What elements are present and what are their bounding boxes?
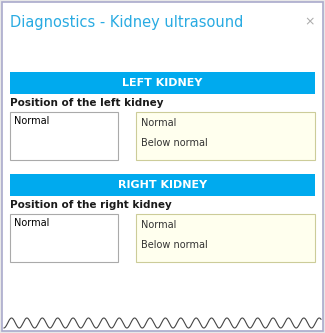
Text: RIGHT KIDNEY: RIGHT KIDNEY — [118, 180, 207, 190]
Text: Below normal: Below normal — [141, 138, 208, 148]
FancyBboxPatch shape — [2, 2, 323, 331]
Text: Normal: Normal — [141, 220, 176, 230]
FancyBboxPatch shape — [10, 72, 315, 94]
Text: Normal: Normal — [14, 218, 49, 228]
Text: LEFT KIDNEY: LEFT KIDNEY — [122, 78, 203, 88]
FancyBboxPatch shape — [10, 214, 118, 262]
Text: Diagnostics - Kidney ultrasound: Diagnostics - Kidney ultrasound — [10, 15, 243, 30]
Text: Normal: Normal — [141, 118, 176, 128]
Text: ×: × — [305, 15, 315, 28]
Text: Normal: Normal — [14, 116, 49, 126]
Text: Position of the left kidney: Position of the left kidney — [10, 98, 163, 108]
FancyBboxPatch shape — [136, 112, 315, 160]
FancyBboxPatch shape — [10, 174, 315, 196]
Text: Position of the right kidney: Position of the right kidney — [10, 200, 172, 210]
FancyBboxPatch shape — [136, 214, 315, 262]
Text: Below normal: Below normal — [141, 240, 208, 250]
FancyBboxPatch shape — [10, 112, 118, 160]
